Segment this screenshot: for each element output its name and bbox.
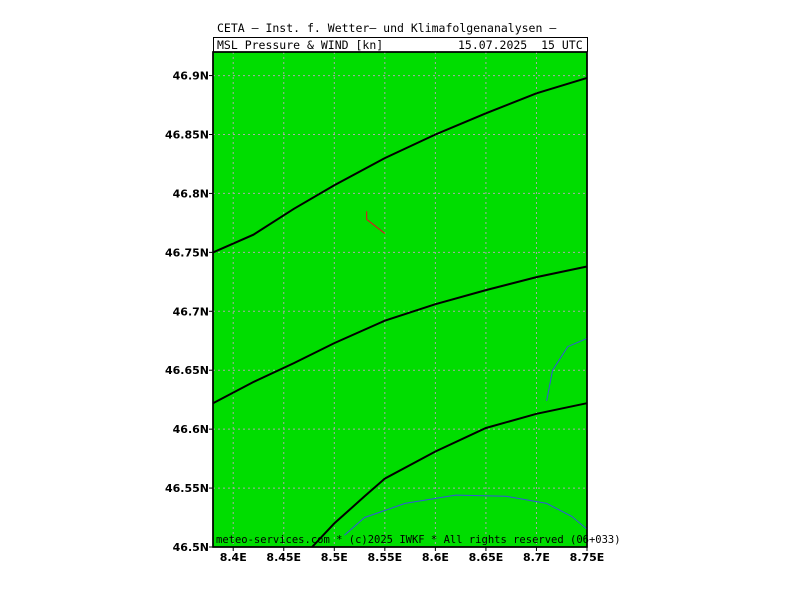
- lat-label: 46.55N: [165, 482, 209, 495]
- product-title: CETA — Inst. f. Wetter— und Klimafolgena…: [217, 21, 557, 35]
- lon-label: 8.6E: [422, 551, 449, 564]
- subtitle-box: [213, 37, 588, 52]
- lat-label: 46.6N: [173, 423, 209, 436]
- graticule: [213, 52, 587, 547]
- latitude-labels: 46.9N 46.85N 46.8N 46.75N 46.7N 46.65N 46.6N 46…: [165, 70, 209, 554]
- copyright-credit: meteo-services.com * (c)2025 IWKF * All …: [216, 534, 621, 546]
- lat-label: 46.65N: [165, 364, 209, 377]
- isobar-line: [212, 76, 588, 254]
- wind-barb-shaft: [366, 218, 386, 234]
- isobar-line: [212, 265, 588, 405]
- lat-label: 46.75N: [165, 246, 209, 259]
- map-background: [212, 51, 588, 548]
- isobar-layer: [212, 76, 588, 548]
- isobar-line: [311, 402, 588, 548]
- longitude-labels: 8.4E 8.45E 8.5E 8.55E 8.6E 8.65E 8.7E 8.75E: [220, 551, 605, 564]
- map-frame: [212, 51, 588, 548]
- lon-label: 8.5E: [321, 551, 348, 564]
- variable-label: MSL_Pressure_&_WIND_[kn]: [217, 38, 384, 52]
- lon-label: 8.65E: [469, 551, 504, 564]
- valid-datetime: 15.07.2025 15 UTC: [458, 38, 583, 52]
- lat-label: 46.9N: [173, 70, 209, 83]
- lon-label: 8.4E: [220, 551, 247, 564]
- lat-label: 46.85N: [165, 129, 209, 142]
- lat-label: 46.7N: [173, 305, 209, 318]
- coastline: [344, 494, 588, 536]
- lon-label: 8.75E: [570, 551, 605, 564]
- lon-label: 8.7E: [523, 551, 550, 564]
- lat-label: 46.5N: [173, 541, 209, 554]
- lon-label: 8.55E: [368, 551, 403, 564]
- coastline-layer: [344, 337, 588, 536]
- coastline: [546, 337, 588, 401]
- lat-label: 46.8N: [173, 187, 209, 200]
- wind-barb-layer: [366, 211, 386, 234]
- lon-label: 8.45E: [266, 551, 301, 564]
